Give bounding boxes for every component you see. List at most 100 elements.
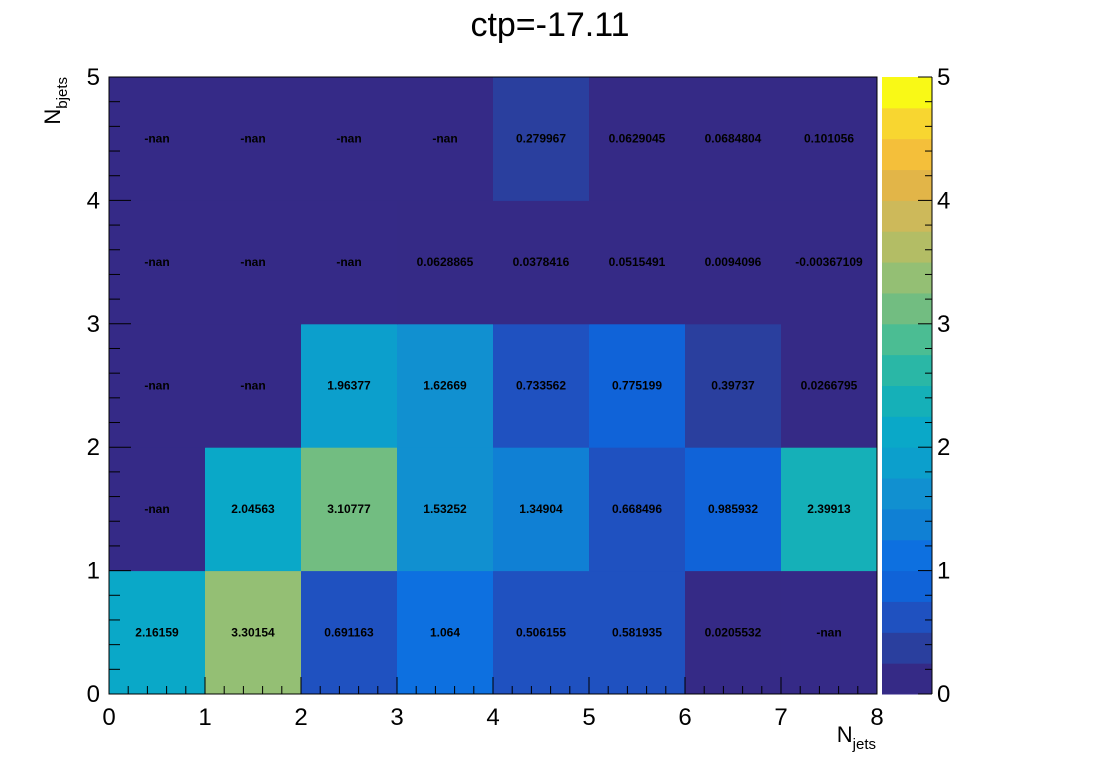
heatmap-cell: [589, 323, 686, 448]
cell-value-label: 0.985932: [708, 502, 758, 516]
x-tick-label: 1: [198, 704, 211, 731]
cell-value-label: -nan: [432, 132, 457, 146]
x-axis-label-base: N: [837, 722, 853, 747]
cell-value-label: 0.775199: [612, 379, 662, 393]
cell-value-label: 0.506155: [516, 625, 566, 639]
cell-value-label: -nan: [816, 625, 841, 639]
cell-value-label: 0.0094096: [705, 255, 762, 269]
colorbar-tick-label: 0: [937, 681, 950, 708]
heatmap-cell: [301, 323, 398, 448]
heatmap-cell: [397, 447, 494, 572]
cell-value-label: 3.30154: [231, 625, 275, 639]
cell-value-label: -nan: [336, 255, 361, 269]
x-tick-label: 5: [582, 704, 595, 731]
heatmap-cell: [205, 77, 302, 201]
colorbar-bin: [882, 601, 932, 633]
heatmap-cell: [301, 77, 398, 201]
x-tick-label: 6: [678, 704, 691, 731]
colorbar-tick-label: 1: [937, 558, 950, 585]
colorbar-bin: [882, 508, 932, 541]
x-tick-label: 4: [486, 704, 499, 731]
cell-value-label: -nan: [240, 132, 265, 146]
cell-value-label: 0.101056: [804, 132, 854, 146]
heatmap-cell: [301, 200, 398, 325]
heatmap-cell: [685, 447, 782, 572]
heatmap-cell: [397, 77, 494, 201]
heatmap-cell: [205, 200, 302, 325]
colorbar-tick-label: 5: [937, 64, 950, 91]
heatmap-cell: [109, 77, 206, 201]
cell-value-label: 1.62669: [423, 379, 467, 393]
cell-value-label: 1.064: [430, 625, 460, 639]
x-tick-label: 3: [390, 704, 403, 731]
heatmap-cell: [493, 200, 590, 325]
cell-value-label: -nan: [240, 379, 265, 393]
heatmap-cell: [781, 570, 878, 695]
colorbar-bin: [882, 77, 932, 109]
colorbar-bin: [882, 416, 932, 448]
x-axis-label: Njets: [837, 722, 876, 753]
y-tick-label: 5: [87, 64, 100, 91]
colorbar-tick-label: 3: [937, 311, 950, 338]
heatmap-cell: [205, 570, 302, 695]
y-axis-label: Nbjets: [40, 77, 71, 125]
colorbar-bin: [882, 107, 932, 140]
colorbar-bin: [882, 570, 932, 602]
cell-value-label: 2.39913: [807, 502, 851, 516]
heatmap-cell: [589, 77, 686, 201]
heatmap-cell: [589, 200, 686, 325]
heatmap-cell: [205, 447, 302, 572]
x-axis-label-sub: jets: [852, 736, 876, 753]
colorbar-bin: [882, 138, 932, 171]
cell-value-label: 0.39737: [711, 379, 755, 393]
chart-title: ctp=-17.11: [470, 6, 629, 44]
x-tick-label: 8: [870, 704, 883, 731]
colorbar-bin: [882, 292, 932, 325]
heatmap-cell: [301, 447, 398, 572]
cell-value-label: 0.279967: [516, 132, 566, 146]
cell-value-label: 0.0205532: [705, 625, 762, 639]
colorbar-bin: [882, 231, 932, 263]
cell-value-label: 1.53252: [423, 502, 467, 516]
heatmap-cell: [205, 323, 302, 448]
colorbar-bin: [882, 478, 932, 510]
cell-value-label: -nan: [144, 502, 169, 516]
colorbar-tick-label: 4: [937, 187, 950, 214]
cell-value-label: 0.733562: [516, 379, 566, 393]
heatmap-cell: [493, 323, 590, 448]
heatmap-cell: [109, 323, 206, 448]
heatmap-cell: [397, 200, 494, 325]
cell-value-label: -nan: [144, 132, 169, 146]
colorbar-bin: [882, 354, 932, 386]
y-tick-label: 3: [87, 311, 100, 338]
heatmap-cell: [781, 77, 878, 201]
heatmap-cell: [397, 323, 494, 448]
colorbar-bin: [882, 663, 932, 695]
colorbar-bin: [882, 169, 932, 201]
cell-labels: 2.16159 3.30154 0.691163 1.064 0.506155 0.581…: [135, 132, 863, 640]
cell-value-label: 0.0266795: [801, 379, 858, 393]
cell-value-label: 0.0628865: [417, 255, 474, 269]
y-tick-label: 2: [87, 434, 100, 461]
colorbar-bin: [882, 539, 932, 572]
colorbar-bin: [882, 632, 932, 664]
colorbar-bin: [882, 262, 932, 294]
colorbar-bin: [882, 323, 932, 356]
cell-value-label: 3.10777: [327, 502, 371, 516]
heatmap-cell: [781, 447, 878, 572]
heatmap-cell: [493, 447, 590, 572]
heatmap-cells: [109, 77, 878, 695]
cell-value-label: -nan: [144, 379, 169, 393]
cell-value-label: -nan: [336, 132, 361, 146]
heatmap-cell: [781, 323, 878, 448]
colorbar-bin: [882, 200, 932, 232]
cell-value-label: 0.0684804: [705, 132, 762, 146]
heatmap-cell: [589, 570, 686, 695]
cell-value-label: 2.04563: [231, 502, 275, 516]
heatmap-cell: [685, 200, 782, 325]
heatmap-cell: [397, 570, 494, 695]
heatmap-cell: [109, 570, 206, 695]
